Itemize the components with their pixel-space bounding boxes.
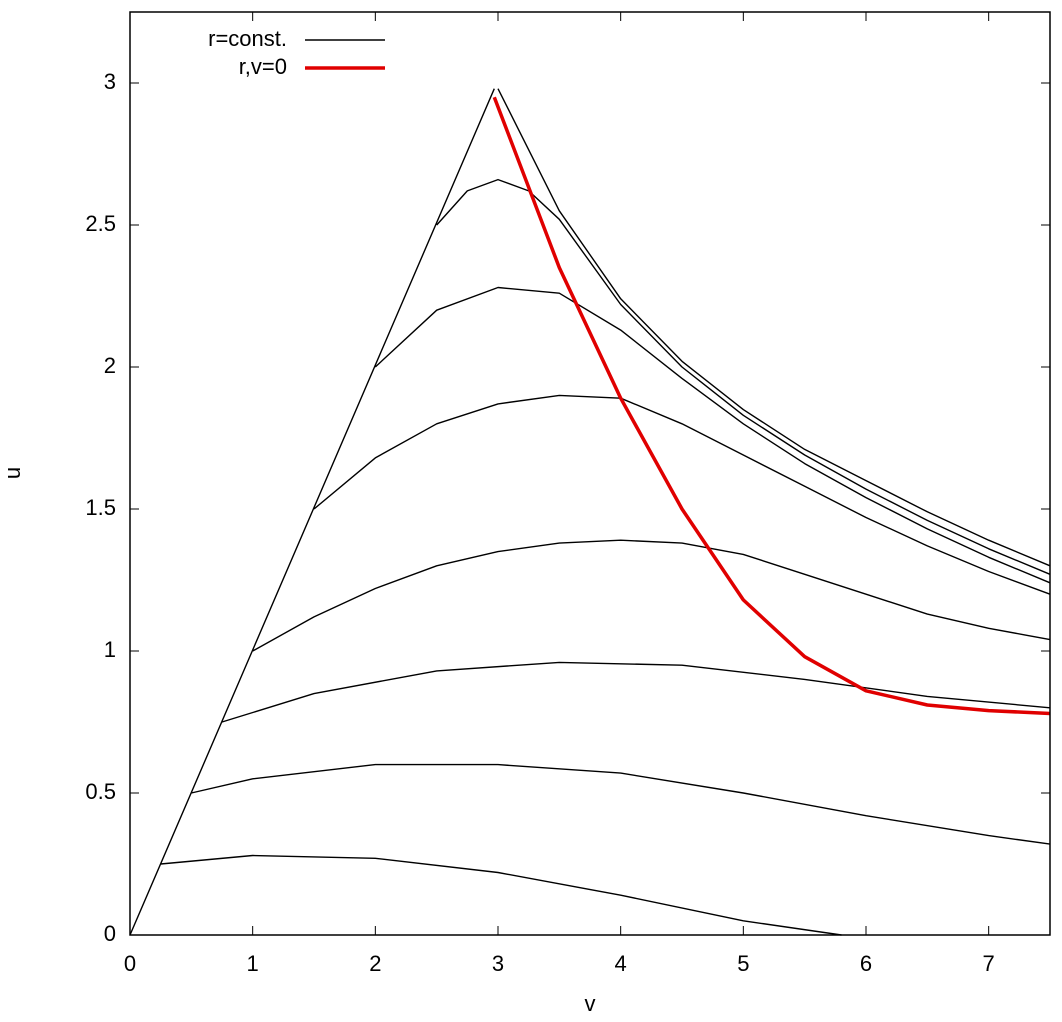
legend-label: r=const. <box>208 26 287 51</box>
x-tick-label: 6 <box>860 951 872 976</box>
x-tick-label: 4 <box>615 951 627 976</box>
y-tick-label: 2 <box>104 353 116 378</box>
series-line <box>492 96 1051 716</box>
x-tick-label: 5 <box>737 951 749 976</box>
x-tick-label: 0 <box>124 951 136 976</box>
y-tick-label: 0.5 <box>85 779 116 804</box>
plot-frame <box>129 11 1051 936</box>
x-axis-label: v <box>585 991 596 1016</box>
x-tick-label: 3 <box>492 951 504 976</box>
y-axis-label: u <box>0 467 25 479</box>
y-tick-label: 2.5 <box>85 211 116 236</box>
legend-label: r,v=0 <box>239 54 287 79</box>
y-tick-label: 1.5 <box>85 495 116 520</box>
x-tick-label: 7 <box>983 951 995 976</box>
y-tick-label: 3 <box>104 69 116 94</box>
x-tick-label: 2 <box>369 951 381 976</box>
x-tick-label: 1 <box>247 951 259 976</box>
series-line <box>129 88 1051 936</box>
y-tick-label: 1 <box>104 637 116 662</box>
y-tick-label: 0 <box>104 921 116 946</box>
